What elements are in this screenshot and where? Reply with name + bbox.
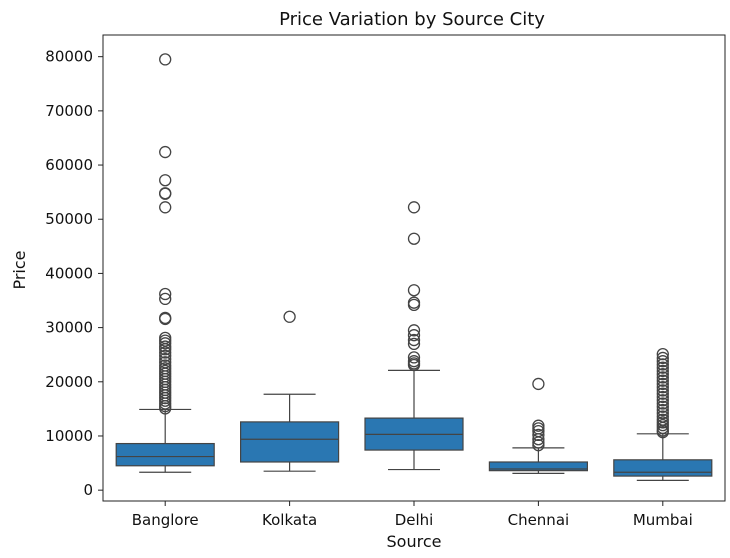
x-tick-label: Kolkata xyxy=(262,511,317,529)
chart-title: Price Variation by Source City xyxy=(279,9,545,30)
y-tick-label: 50000 xyxy=(45,210,93,228)
y-axis-label: Price xyxy=(10,250,29,289)
outlier-point xyxy=(407,351,421,364)
box-mumbai xyxy=(613,348,713,482)
outlier-point xyxy=(159,337,172,350)
outlier-point xyxy=(159,402,172,415)
outlier-point xyxy=(407,232,421,245)
interquartile-box xyxy=(115,442,215,467)
outlier-point xyxy=(407,284,421,297)
outlier-point xyxy=(532,433,545,446)
box-kolkata xyxy=(240,310,340,472)
outlier-point xyxy=(656,358,669,371)
outlier-point xyxy=(407,324,421,337)
outlier-point xyxy=(532,377,545,391)
outlier-point xyxy=(656,368,669,381)
outlier-point xyxy=(407,358,421,372)
outlier-point xyxy=(656,426,669,439)
outlier-point xyxy=(159,174,172,187)
outlier-point xyxy=(656,407,669,420)
outlier-point xyxy=(656,351,669,365)
x-tick-label: Banglore xyxy=(132,511,199,529)
outlier-point xyxy=(656,348,669,361)
x-axis-label: Source xyxy=(387,532,442,551)
y-tick-label: 80000 xyxy=(45,48,93,66)
outlier-point xyxy=(407,333,421,347)
outlier-point xyxy=(407,329,421,342)
y-tick-label: 0 xyxy=(83,481,93,499)
interquartile-box xyxy=(613,459,713,477)
outlier-point xyxy=(159,145,172,159)
outlier-point xyxy=(656,394,669,407)
interquartile-box xyxy=(240,421,340,463)
y-tick-label: 20000 xyxy=(45,373,93,391)
outlier-point xyxy=(159,201,172,214)
outlier-point xyxy=(656,371,669,384)
outlier-point xyxy=(656,397,669,410)
y-tick-label: 70000 xyxy=(45,102,93,120)
x-tick-label: Mumbai xyxy=(633,511,693,529)
box-series xyxy=(115,53,713,482)
outlier-point xyxy=(656,390,669,404)
x-tick-label: Delhi xyxy=(395,511,434,529)
outlier-point xyxy=(656,403,669,417)
outlier-point xyxy=(532,439,545,452)
box-banglore xyxy=(115,53,215,473)
outlier-point xyxy=(656,381,669,394)
y-tick-label: 10000 xyxy=(45,427,93,445)
outlier-point xyxy=(283,310,296,323)
box-delhi xyxy=(364,201,464,471)
outlier-point xyxy=(656,374,669,387)
outlier-point xyxy=(407,201,421,214)
outlier-point xyxy=(159,349,172,362)
outlier-point xyxy=(656,384,669,397)
outlier-point xyxy=(159,343,172,356)
outlier-point xyxy=(656,400,669,413)
y-tick-label: 30000 xyxy=(45,319,93,337)
box-chennai xyxy=(488,377,588,474)
x-axis-ticks: Banglore Kolkata Delhi Chennai Mumbai xyxy=(132,501,693,529)
outlier-point xyxy=(159,352,172,366)
outlier-point xyxy=(159,287,172,301)
outlier-point xyxy=(407,298,421,311)
outlier-point xyxy=(159,312,172,326)
outlier-point xyxy=(656,364,669,378)
outlier-point xyxy=(159,53,172,66)
outlier-point xyxy=(532,422,545,435)
y-tick-label: 60000 xyxy=(45,156,93,174)
outlier-point xyxy=(159,346,172,359)
outlier-point xyxy=(407,337,421,351)
outlier-point xyxy=(656,355,669,368)
outlier-point xyxy=(656,361,669,374)
interquartile-box xyxy=(488,461,588,472)
outlier-point xyxy=(656,377,669,391)
x-tick-label: Chennai xyxy=(508,511,570,529)
outlier-point xyxy=(532,428,545,442)
outlier-point xyxy=(159,187,172,200)
y-axis-ticks: 0 10000 20000 30000 40000 50000 60000 70000 8000… xyxy=(45,48,103,499)
outlier-point xyxy=(159,292,172,306)
y-tick-label: 40000 xyxy=(45,264,93,282)
outlier-point xyxy=(656,387,669,400)
